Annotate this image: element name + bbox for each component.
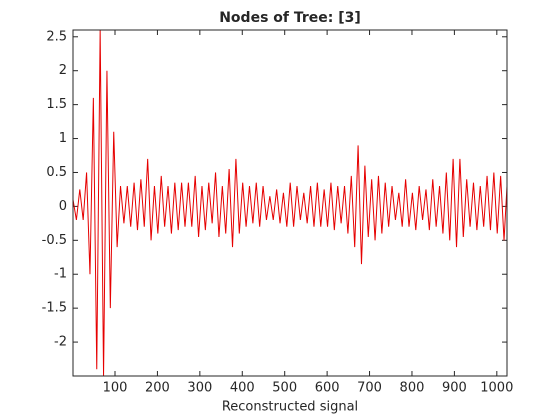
y-tick-label: -0.5 [42,233,67,248]
chart-title: Nodes of Tree: [3] [219,10,361,26]
signal-line [73,30,507,376]
x-tick-label: 1000 [480,381,513,396]
x-tick-label: 100 [103,381,128,396]
x-tick-label: 800 [400,381,425,396]
x-axis-label: Reconstructed signal [222,400,358,415]
y-tick-label: -2 [54,335,67,350]
axes-box [72,29,508,377]
y-tick-label: 0.5 [46,165,67,180]
y-tick-label: -1.5 [42,301,67,316]
x-tick-label: 900 [442,381,467,396]
x-tick-label: 600 [315,381,340,396]
x-tick-label: 200 [145,381,170,396]
x-tick-label: 700 [357,381,382,396]
plot-area [73,30,507,376]
y-tick-label: 0 [59,199,67,214]
y-tick-label: 1 [59,131,67,146]
x-tick-label: 400 [230,381,255,396]
x-tick-label: 500 [272,381,297,396]
y-tick-label: 1.5 [46,97,67,112]
x-tick-label: 300 [187,381,212,396]
y-tick-label: -1 [54,267,67,282]
y-tick-label: 2.5 [46,29,67,44]
y-tick-label: 2 [59,63,67,78]
